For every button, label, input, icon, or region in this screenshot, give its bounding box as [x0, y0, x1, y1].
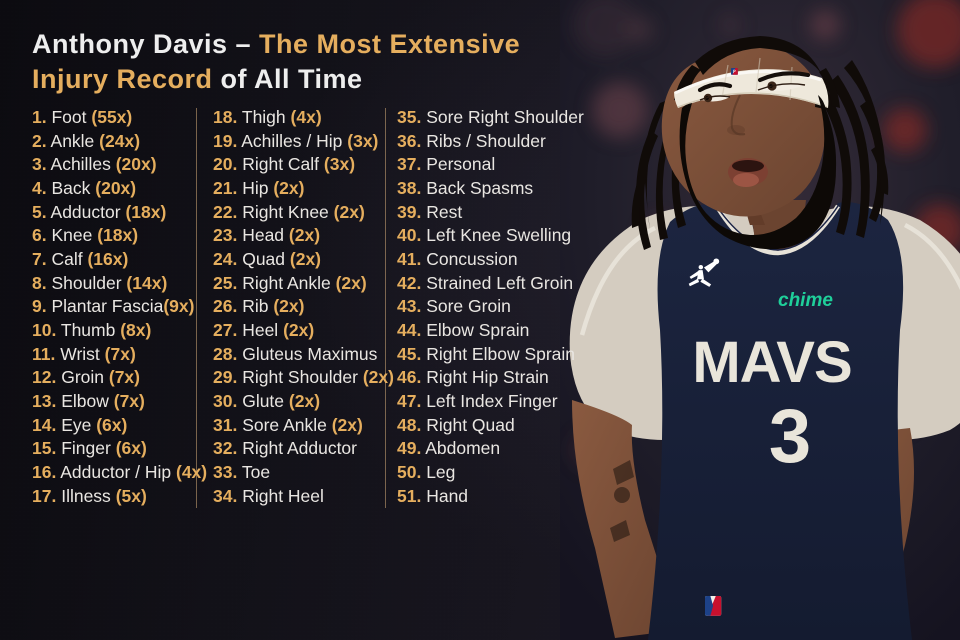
svg-text:chime: chime	[778, 290, 833, 311]
svg-text:3: 3	[769, 394, 811, 479]
svg-text:MAVS: MAVS	[692, 330, 851, 395]
